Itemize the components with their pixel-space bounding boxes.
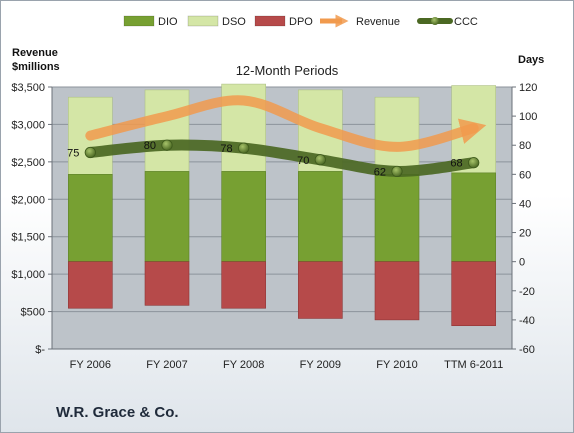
legend-swatch-dio bbox=[123, 15, 155, 27]
ccc-point bbox=[84, 146, 96, 159]
bar-dio bbox=[298, 171, 343, 262]
ccc-data-label: 62 bbox=[374, 166, 386, 178]
ccc-data-label: 70 bbox=[297, 155, 309, 167]
ccc-point bbox=[468, 157, 480, 169]
left-tick-label: $2,000 bbox=[11, 194, 45, 206]
ccc-layer: 75 80 78 70 62 68 bbox=[67, 139, 480, 178]
ccc-point bbox=[314, 154, 326, 166]
right-tick-label: -20 bbox=[519, 286, 535, 298]
right-tick-label: 120 bbox=[519, 82, 537, 94]
chart-title: 12-Month Periods bbox=[235, 63, 339, 78]
bar-dio bbox=[68, 174, 113, 262]
bar-dpo bbox=[221, 261, 266, 309]
right-tick-label: -60 bbox=[519, 344, 535, 356]
x-tick-label: FY 2008 bbox=[223, 359, 264, 371]
legend-label: DSO bbox=[222, 16, 246, 28]
right-tick-label: 100 bbox=[519, 111, 537, 123]
x-tick-label: FY 2007 bbox=[146, 359, 187, 371]
company-name: W.R. Grace & Co. bbox=[56, 404, 179, 421]
right-tick-label: 0 bbox=[519, 257, 525, 269]
right-tick-label: 40 bbox=[519, 198, 531, 210]
legend-swatch-dpo bbox=[254, 15, 286, 27]
legend-label: DPO bbox=[289, 16, 313, 28]
axes: $- $500 $1,000 $1,500 $2,000 $2,500 $3,000 $3,5… bbox=[11, 82, 537, 371]
ccc-data-label: 80 bbox=[144, 140, 156, 152]
left-tick-label: $3,000 bbox=[11, 119, 45, 131]
ccc-point bbox=[391, 165, 403, 178]
bar-dso bbox=[144, 89, 190, 172]
x-tick-label: FY 2006 bbox=[70, 359, 111, 371]
bar-dso bbox=[374, 96, 420, 175]
legend-label: Revenue bbox=[356, 16, 400, 28]
ccc-point bbox=[161, 139, 173, 151]
bar-dpo bbox=[298, 261, 343, 319]
bars bbox=[68, 83, 496, 327]
bar-dpo bbox=[144, 261, 190, 306]
ccc-data-label: 68 bbox=[450, 158, 462, 170]
left-tick-label: $3,500 bbox=[11, 82, 45, 94]
legend-swatch-dso bbox=[187, 15, 219, 27]
left-tick-label: $1,500 bbox=[11, 232, 45, 244]
series-revenue-line bbox=[85, 95, 487, 152]
right-tick-label: -40 bbox=[519, 315, 535, 327]
left-tick-label: $1,000 bbox=[11, 269, 45, 281]
right-tick-label: 60 bbox=[519, 169, 531, 181]
bar-dio bbox=[221, 171, 266, 262]
right-tick-label: 20 bbox=[519, 228, 531, 240]
x-tick-label: FY 2009 bbox=[300, 359, 341, 371]
legend-swatch-ccc-dot bbox=[431, 17, 439, 25]
left-tick-label: $- bbox=[35, 344, 45, 356]
right-axis-title: Days bbox=[518, 54, 545, 66]
legend-label: CCC bbox=[454, 16, 478, 28]
revenue-layer bbox=[85, 95, 487, 152]
bar-dpo bbox=[68, 261, 113, 309]
left-axis-title: Revenue $millions bbox=[12, 47, 60, 73]
ccc-point bbox=[238, 142, 250, 154]
legend: DIO DSO DPO Revenue CCC bbox=[123, 14, 478, 28]
x-tick-label: TTM 6-2011 bbox=[444, 359, 503, 371]
bar-dio bbox=[144, 171, 190, 262]
bar-dpo bbox=[374, 261, 420, 321]
bar-dio bbox=[451, 172, 496, 262]
ccc-data-label: 75 bbox=[67, 148, 79, 160]
series-ccc-line bbox=[84, 139, 480, 177]
left-tick-label: $2,500 bbox=[11, 157, 45, 169]
legend-label: DIO bbox=[158, 16, 178, 28]
ccc-data-label: 78 bbox=[220, 143, 232, 155]
bar-dio bbox=[374, 174, 420, 262]
right-tick-label: 80 bbox=[519, 140, 531, 152]
left-tick-label: $500 bbox=[21, 307, 45, 319]
bar-dpo bbox=[451, 261, 496, 327]
x-tick-label: FY 2010 bbox=[376, 359, 417, 371]
